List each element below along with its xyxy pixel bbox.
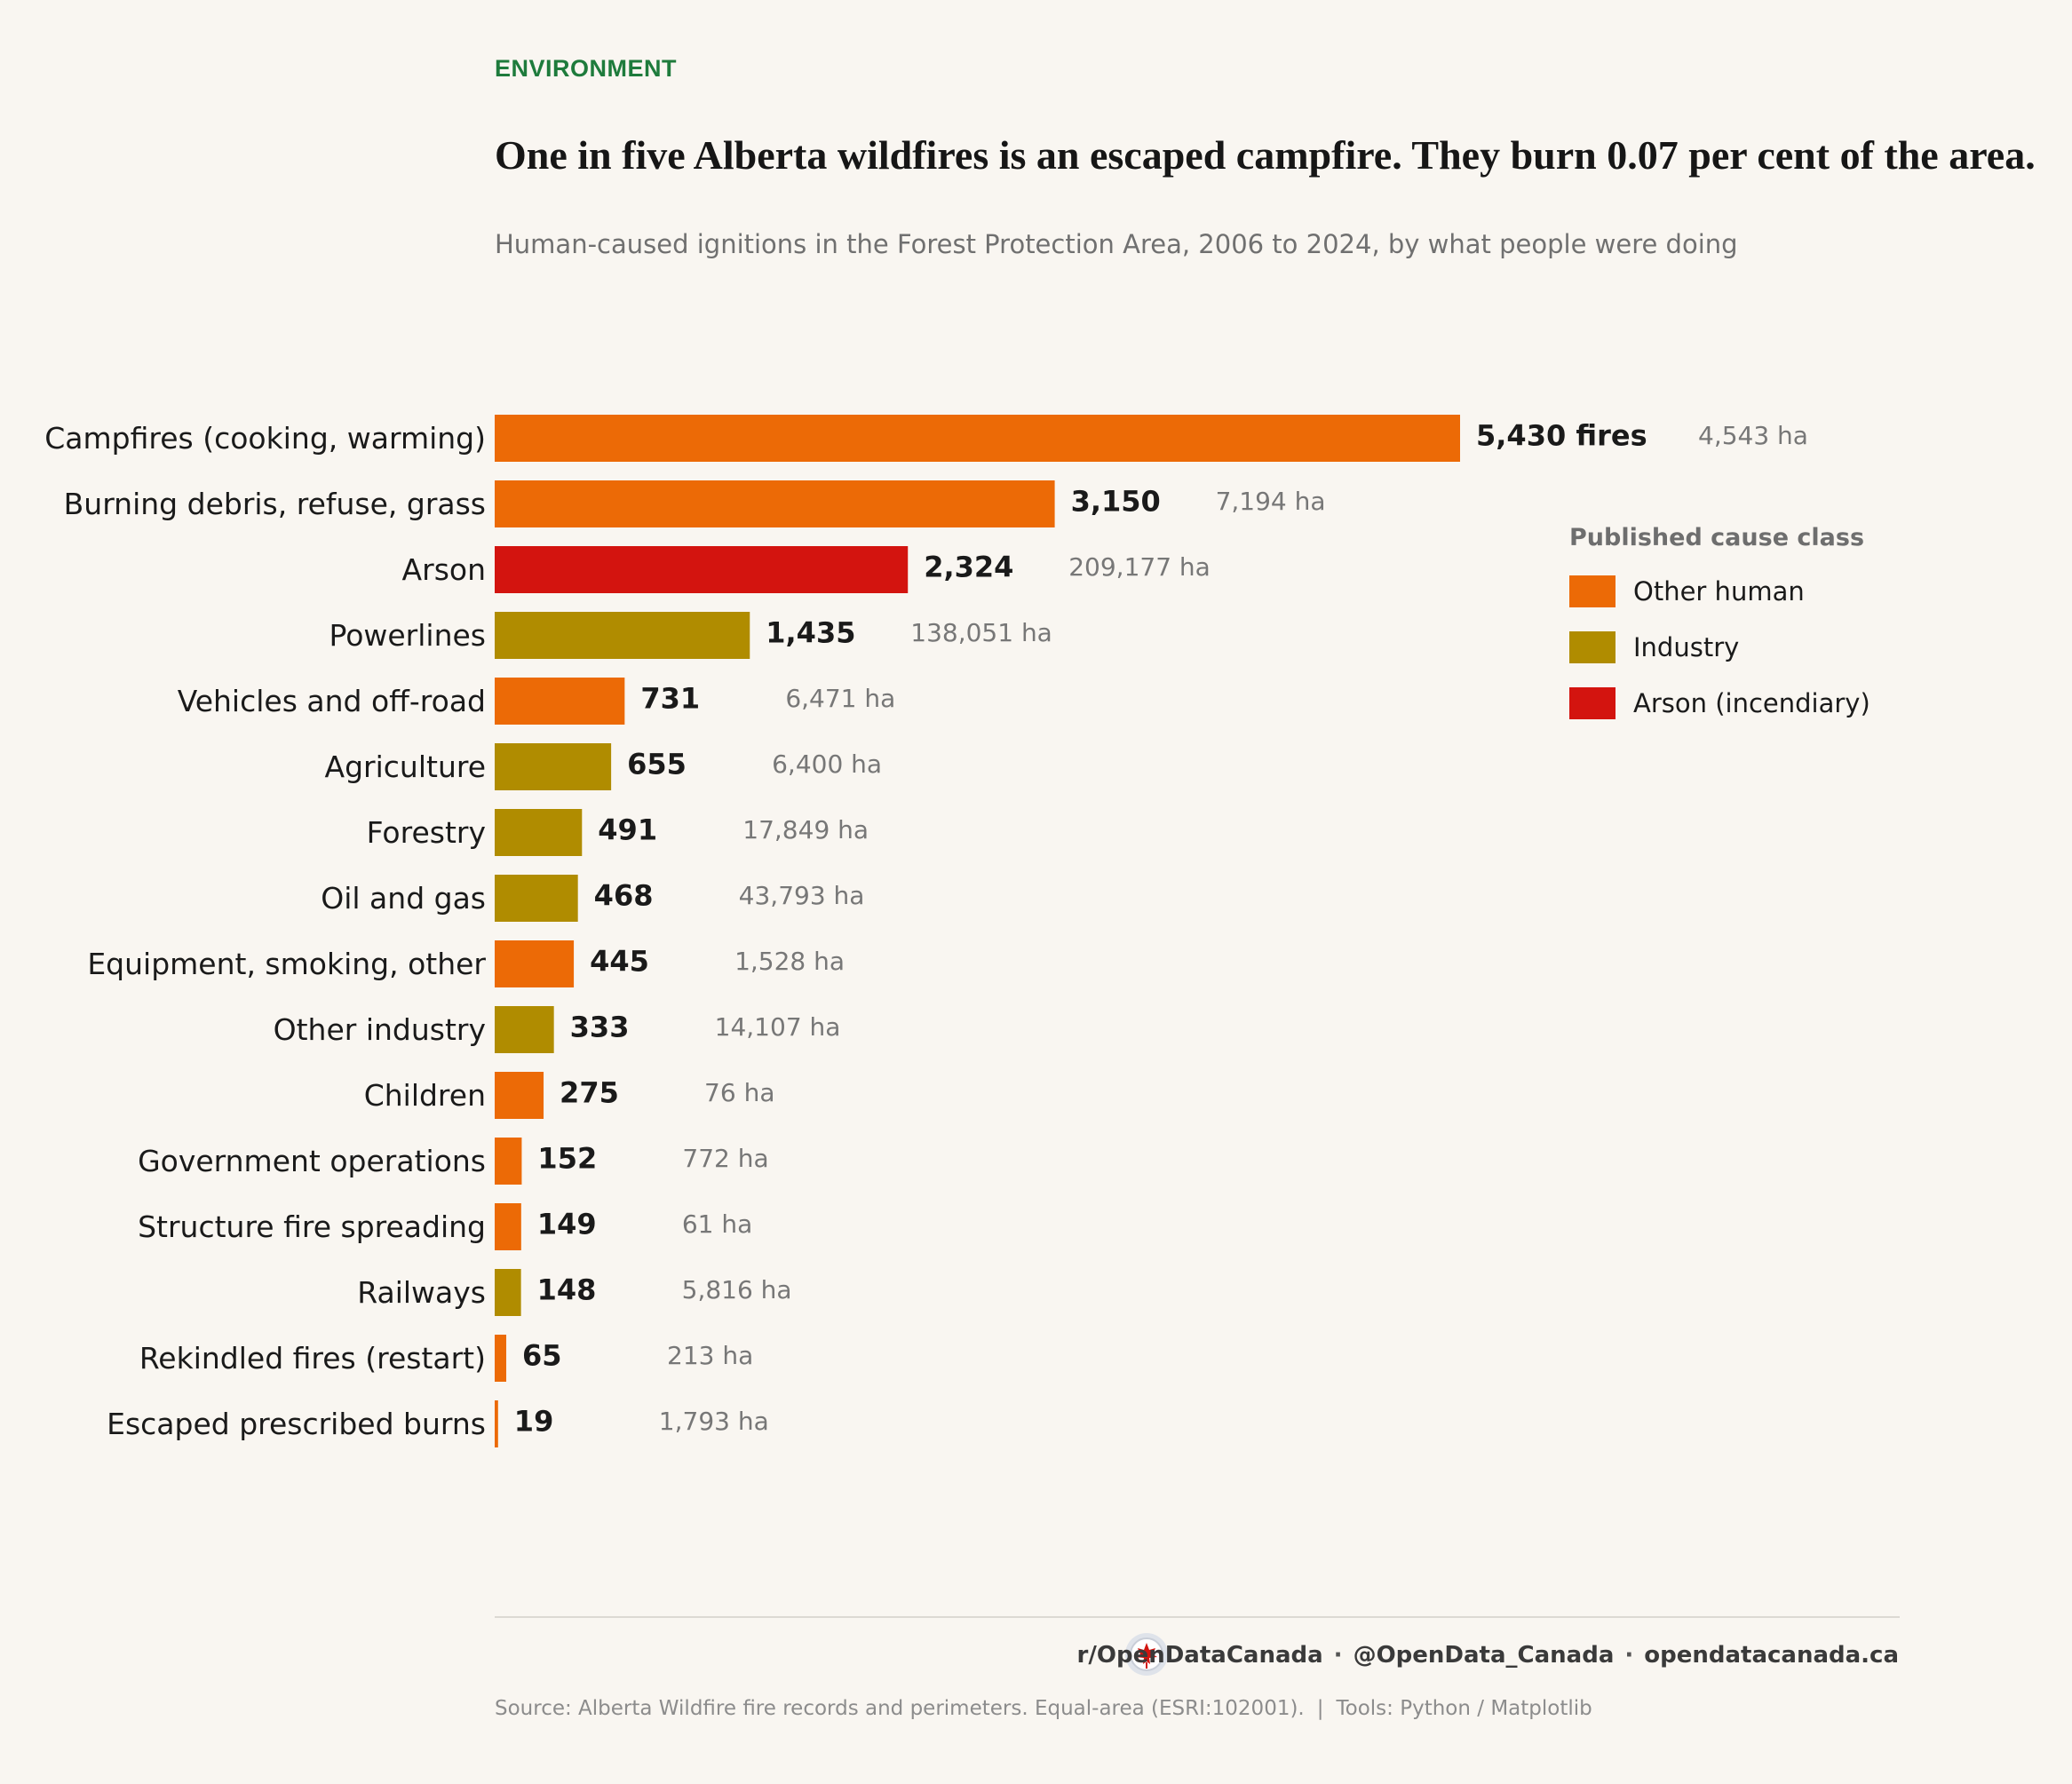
section-kicker: ENVIRONMENT [495,55,678,82]
tools-text: Tools: Python / Matplotlib [1336,1697,1592,1720]
category-label-burning-debris-refuse-grass: Burning debris, refuse, grass [64,487,486,521]
area-label-government-operations: 772 ha [682,1144,768,1173]
area-label-campfires-cooking-warming: 4,543 ha [1698,421,1808,450]
footer-link-twitter[interactable]: @OpenData_Canada [1353,1642,1615,1669]
value-label-railways: 148 [537,1273,597,1307]
category-label-vehicles-and-off-road: Vehicles and off-road [178,684,486,718]
legend-swatch-industry [1569,631,1616,663]
legend-title: Published cause class [1569,524,1865,551]
value-label-burning-debris-refuse-grass: 3,150 [1071,485,1161,519]
category-label-children: Children [364,1078,486,1113]
category-label-powerlines: Powerlines [329,618,486,653]
area-label-agriculture: 6,400 ha [772,749,882,779]
bar-government-operations [495,1138,522,1185]
legend-item-industry: Industry [1569,631,1870,663]
footer-separator: · [1624,1642,1634,1669]
bars-layer: Campfires (cooking, warming) 5,430 fires 4… [44,415,1808,1447]
category-label-railways: Railways [357,1275,486,1310]
footer-link-reddit[interactable]: r/OpenDataCanada [1076,1642,1323,1669]
category-label-forestry: Forestry [367,815,486,850]
bar-structure-fire-spreading [495,1203,521,1250]
legend-item-arson: Arson (incendiary) [1569,687,1870,719]
legend-item-other-human: Other human [1569,575,1870,607]
legend-swatch-arson [1569,687,1616,719]
area-label-children: 76 ha [704,1078,774,1107]
chart-title: One in five Alberta wildfires is an esca… [495,132,2036,178]
category-label-escaped-prescribed-burns: Escaped prescribed burns [107,1407,486,1441]
area-label-escaped-prescribed-burns: 1,793 ha [659,1407,769,1436]
value-label-vehicles-and-off-road: 731 [640,682,700,716]
category-label-campfires-cooking-warming: Campfires (cooking, warming) [44,421,486,456]
bar-vehicles-and-off-road [495,678,625,725]
value-label-agriculture: 655 [627,748,687,781]
bar-campfires-cooking-warming [495,415,1460,462]
legend: Published cause class Other human Indust… [1569,524,1870,719]
value-label-escaped-prescribed-burns: 19 [514,1405,554,1439]
footer-divider [495,1616,1900,1618]
area-label-equipment-smoking-other: 1,528 ha [734,947,845,976]
bar-oil-and-gas [495,875,578,922]
bar-rekindled-fires-restart [495,1335,507,1382]
value-label-equipment-smoking-other: 445 [590,945,649,979]
bar-other-industry [495,1006,554,1053]
chart-subtitle: Human-caused ignitions in the Forest Pro… [495,229,1738,259]
bar-equipment-smoking-other [495,940,575,987]
area-label-railways: 5,816 ha [682,1275,792,1304]
legend-swatch-other-human [1569,575,1616,607]
source-divider: | [1316,1697,1324,1720]
value-label-campfires-cooking-warming: 5,430 fires [1476,419,1647,453]
category-label-agriculture: Agriculture [325,749,486,784]
bar-burning-debris-refuse-grass [495,480,1055,527]
value-label-children: 275 [560,1076,619,1110]
value-label-other-industry: 333 [570,1011,630,1044]
area-label-powerlines: 138,051 ha [910,618,1052,647]
area-label-other-industry: 14,107 ha [715,1012,841,1042]
footer-link-website[interactable]: opendatacanada.ca [1644,1642,1899,1669]
legend-label: Other human [1633,576,1805,607]
footer-social-links: r/OpenDataCanada · @OpenData_Canada · openda… [1077,1642,1899,1669]
bar-chart: Campfires (cooking, warming) 5,430 fires 4… [44,415,1808,1447]
area-label-vehicles-and-off-road: 6,471 ha [785,684,895,713]
category-label-other-industry: Other industry [274,1012,486,1047]
category-label-government-operations: Government operations [138,1144,486,1178]
opendatacanada-logo-icon [1125,1633,1168,1676]
footer-separator: · [1333,1642,1343,1669]
source-note: Source: Alberta Wildfire fire records an… [495,1697,1592,1720]
area-label-oil-and-gas: 43,793 ha [739,881,865,910]
category-label-arson: Arson [402,552,486,587]
legend-label: Arson (incendiary) [1633,688,1870,718]
area-label-rekindled-fires-restart: 213 ha [667,1341,753,1370]
value-label-forestry: 491 [598,813,657,847]
bar-children [495,1072,544,1119]
category-label-oil-and-gas: Oil and gas [321,881,486,916]
bar-forestry [495,809,583,856]
bar-railways [495,1269,521,1316]
legend-label: Industry [1633,632,1740,662]
category-label-structure-fire-spreading: Structure fire spreading [138,1209,486,1244]
value-label-rekindled-fires-restart: 65 [522,1339,562,1373]
value-label-structure-fire-spreading: 149 [537,1208,597,1241]
bar-powerlines [495,612,750,659]
value-label-oil-and-gas: 468 [594,879,654,913]
bar-agriculture [495,743,612,790]
area-label-arson: 209,177 ha [1068,552,1211,582]
category-label-equipment-smoking-other: Equipment, smoking, other [87,947,486,981]
area-label-burning-debris-refuse-grass: 7,194 ha [1216,487,1326,516]
bar-arson [495,546,909,593]
area-label-structure-fire-spreading: 61 ha [682,1209,752,1239]
value-label-arson: 2,324 [924,551,1013,584]
source-text: Source: Alberta Wildfire fire records an… [495,1697,1305,1720]
bar-escaped-prescribed-burns [495,1400,498,1447]
category-label-rekindled-fires-restart: Rekindled fires (restart) [139,1341,486,1376]
value-label-powerlines: 1,435 [766,616,855,650]
area-label-forestry: 17,849 ha [742,815,869,844]
value-label-government-operations: 152 [537,1142,597,1176]
